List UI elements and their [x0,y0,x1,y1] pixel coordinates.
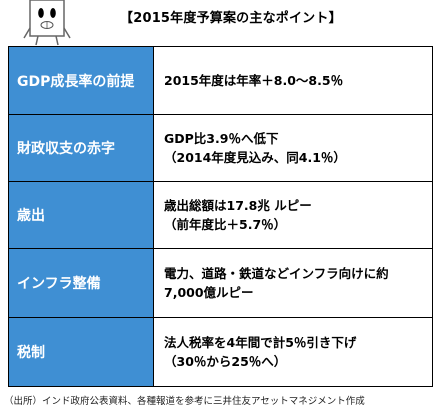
row-value-line: 2015年度は年率＋8.0～8.5％ [164,73,344,88]
row-value-line: GDP比3.9％へ低下 [164,131,279,146]
source-note: （出所）インド政府公表資料、各種報道を参考に三井住友アセットマネジメント作成 [4,396,365,407]
table-row: 財政収支の赤字 GDP比3.9％へ低下 （2014年度見込み、同4.1％） [9,115,433,182]
page-title: 【2015年度予算案の主なポイント】 [120,11,342,26]
row-value-line: （2014年度見込み、同4.1％） [164,150,346,165]
row-value-line: （30％から25％へ） [164,354,287,369]
row-value: 電力、道路・鉄道などインフラ向けに約 7,000億ルピー [154,249,433,317]
character-mascot-icon [23,0,71,46]
row-value-line: 7,000億ルピー [164,285,254,300]
table-row: 歳出 歳出総額は17.8兆 ルピー （前年度比＋5.7％） [9,182,433,249]
table-row: インフラ整備 電力、道路・鉄道などインフラ向けに約 7,000億ルピー [9,249,433,318]
row-value: 法人税率を4年間で計5％引き下げ （30％から25％へ） [154,318,433,386]
row-value: 2015年度は年率＋8.0～8.5％ [154,47,433,114]
row-value-line: （前年度比＋5.7％） [164,217,287,232]
row-value-line: 電力、道路・鉄道などインフラ向けに約 [164,266,389,281]
row-label: 財政収支の赤字 [9,115,154,181]
row-label: インフラ整備 [9,249,154,317]
row-value: 歳出総額は17.8兆 ルピー （前年度比＋5.7％） [154,182,433,248]
row-label: 歳出 [9,182,154,248]
table-row: 税制 法人税率を4年間で計5％引き下げ （30％から25％へ） [9,318,433,387]
budget-points-table: GDP成長率の前提 2015年度は年率＋8.0～8.5％ 財政収支の赤字 GDP… [8,46,433,387]
row-value-line: 法人税率を4年間で計5％引き下げ [164,335,357,350]
table-row: GDP成長率の前提 2015年度は年率＋8.0～8.5％ [9,47,433,115]
row-label: 税制 [9,318,154,386]
row-value: GDP比3.9％へ低下 （2014年度見込み、同4.1％） [154,115,433,181]
row-value-line: 歳出総額は17.8兆 ルピー [164,198,312,213]
row-label: GDP成長率の前提 [9,47,154,114]
